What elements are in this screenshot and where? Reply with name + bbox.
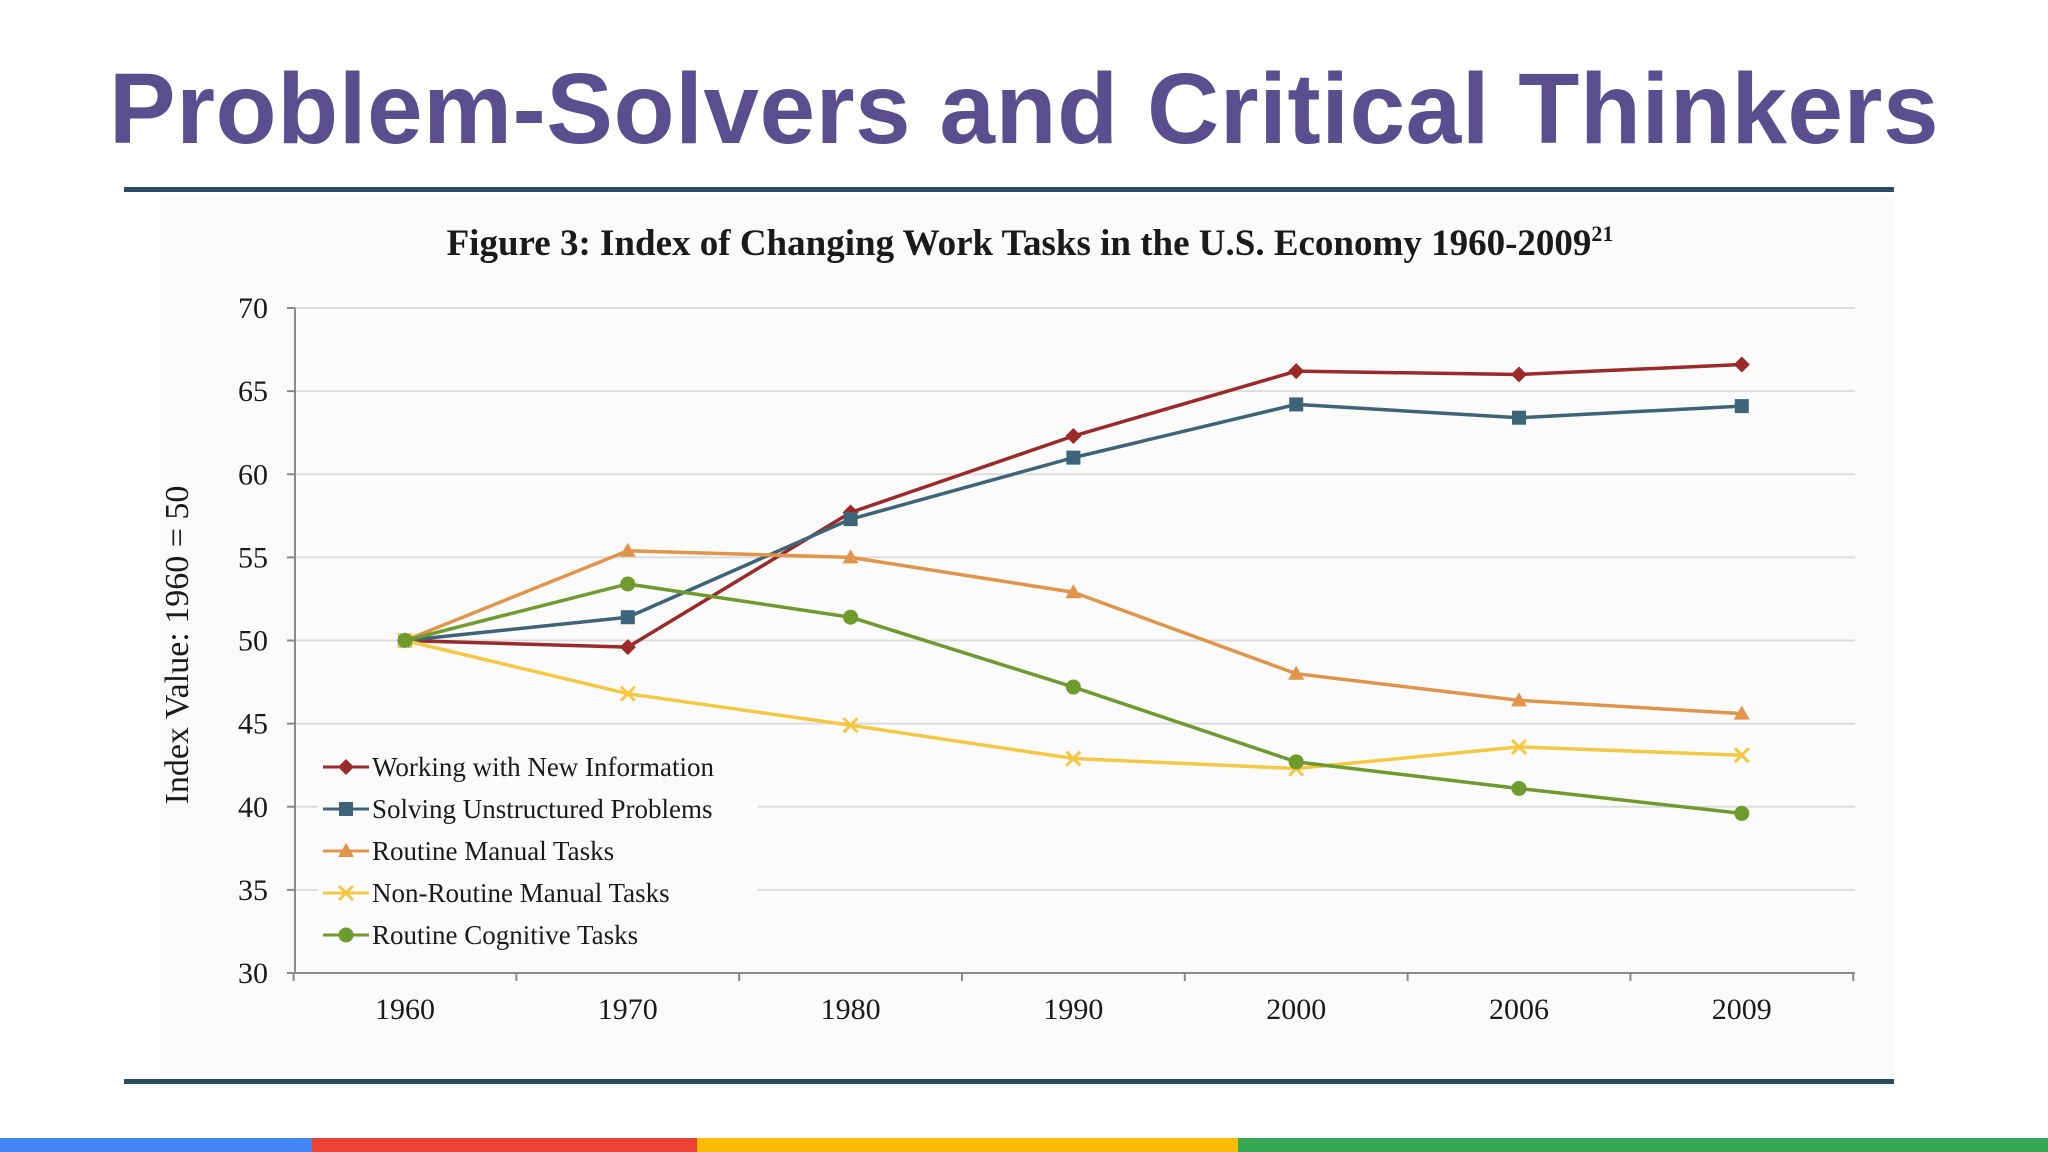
legend-label: Routine Manual Tasks [372,836,614,866]
legend-label: Routine Cognitive Tasks [372,920,638,950]
data-point [1733,356,1750,373]
slide-title: Problem-Solvers and Critical Thinkers [108,53,1940,165]
legend-label: Working with New Information [372,752,715,782]
bottom-divider [124,1079,1894,1084]
data-point [843,512,858,527]
series-routine-cognitive-tasks [397,576,1750,821]
top-divider [124,187,1894,192]
y-tick-label: 65 [238,375,268,408]
legend-marker [338,927,354,943]
gridlines [295,307,1855,891]
y-tick-label: 60 [238,458,268,491]
data-point [1288,665,1305,680]
chart-title: Figure 3: Index of Changing Work Tasks i… [447,221,1614,264]
x-tick-label: 1970 [598,993,658,1026]
data-point [620,610,635,625]
data-point [1065,428,1082,445]
data-point [1288,363,1305,380]
legend-label: Non-Routine Manual Tasks [372,878,670,908]
legend-item: Solving Unstructured Problems [323,794,712,824]
y-tick-label: 40 [238,791,268,824]
data-point [620,576,636,592]
y-tick-label: 50 [238,625,268,658]
data-point [1065,584,1082,599]
data-point [1511,366,1527,383]
data-point [619,639,636,656]
data-point [1510,738,1528,755]
data-point [1512,410,1526,425]
data-point [1733,747,1750,764]
legend-marker [338,843,354,857]
y-tick-label: 30 [238,957,268,990]
y-tick-label: 70 [238,292,268,325]
data-point [1065,750,1082,767]
data-point [1289,397,1304,412]
x-tick-label: 1990 [1043,993,1103,1026]
y-axis-label: Index Value: 1960 = 50 [159,486,196,805]
x-tick-label: 1960 [375,993,435,1026]
legend-item: Working with New Information [323,752,715,782]
y-tick-label: 45 [238,708,268,741]
data-point [1734,399,1749,414]
legend-marker [338,759,354,775]
footer-stripe-segment [0,1138,312,1152]
series-routine-manual-tasks [397,542,1750,720]
y-tick-label: 35 [238,874,268,907]
footer-stripe-segment [697,1138,1238,1152]
legend-marker [337,884,355,902]
x-tick-labels: 1960 1970 1980 1990 2000 2006 2009 [375,993,1772,1026]
data-point [1511,780,1527,796]
data-point [842,549,859,564]
y-tick-labels: 30 35 40 45 50 55 60 65 70 [238,292,268,990]
legend-item: Non-Routine Manual Tasks [323,878,670,908]
data-point [842,717,859,734]
x-tick-label: 1980 [821,993,881,1026]
data-point [1733,705,1750,720]
data-point [1288,754,1304,770]
legend-item: Routine Manual Tasks [323,836,614,866]
footer-stripe-segment [1238,1138,2048,1152]
data-point [619,685,636,702]
x-tick-label: 2006 [1489,993,1549,1026]
data-point [1066,450,1081,465]
x-tick-label: 2000 [1266,993,1326,1026]
data-point [619,542,636,557]
legend-label: Solving Unstructured Problems [372,794,712,824]
footer-stripe-segment [312,1138,697,1152]
y-tick-label: 55 [238,541,268,574]
data-point [397,633,413,648]
legend: Working with New Information Solving Unst… [318,745,758,960]
data-point [843,609,859,625]
series-layer [396,356,1750,821]
legend-marker [339,802,353,816]
legend-background [318,745,758,960]
x-tick-label: 2009 [1712,993,1772,1026]
legend-item: Routine Cognitive Tasks [323,920,638,950]
data-point [1065,679,1081,695]
data-point [1734,805,1750,821]
data-point [1511,692,1527,707]
axes [287,307,1855,981]
